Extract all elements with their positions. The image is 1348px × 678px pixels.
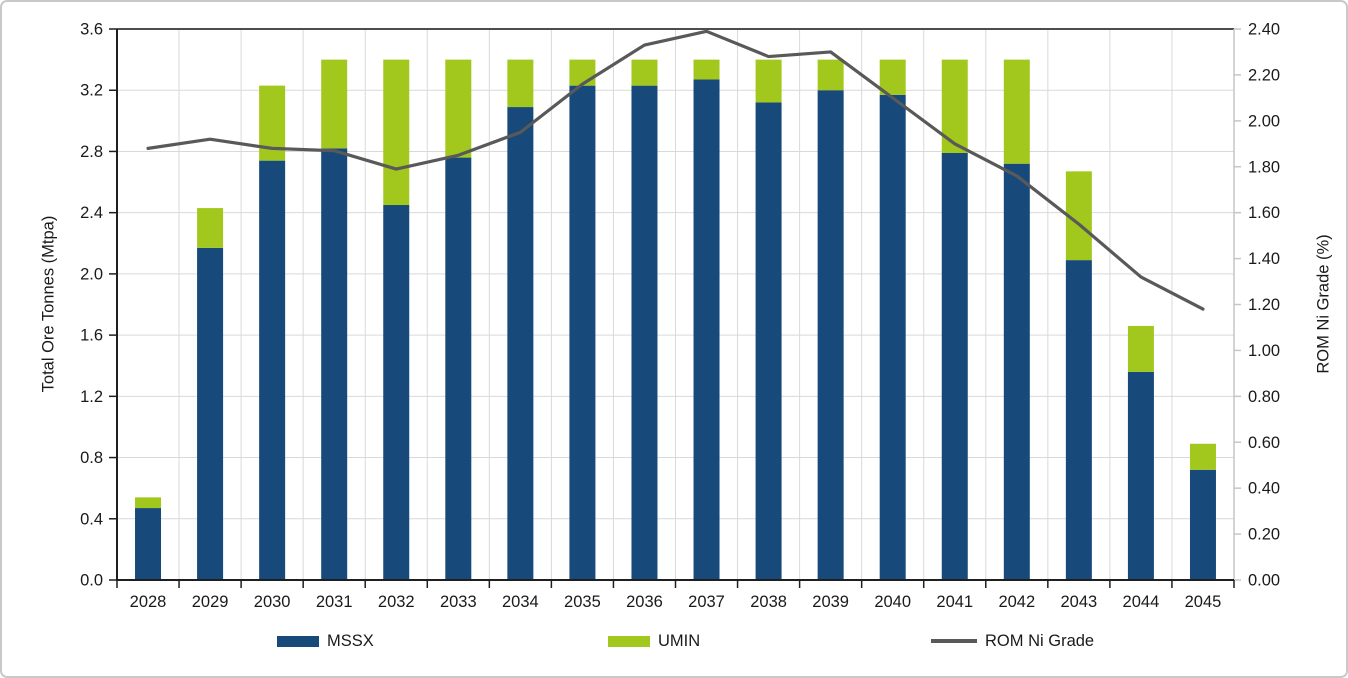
legend-item-umin[interactable]: UMIN xyxy=(608,632,700,650)
bar-mssx-2029[interactable] xyxy=(197,247,224,580)
x-axis-tick-label: 2036 xyxy=(626,593,663,611)
x-axis-tick-label: 2035 xyxy=(564,593,601,611)
bar-umin-2039[interactable] xyxy=(817,59,844,91)
x-axis-tick-label: 2043 xyxy=(1061,593,1098,611)
x-axis-tick-label: 2033 xyxy=(440,593,477,611)
right-axis-tick-label: 2.20 xyxy=(1248,66,1280,84)
x-axis-tick-label: 2037 xyxy=(688,593,725,611)
x-axis-tick-label: 2028 xyxy=(130,593,167,611)
left-axis-tick-label: 0.0 xyxy=(80,572,103,590)
right-axis-title: ROM Ni Grade (%) xyxy=(1314,234,1333,374)
left-axis-tick-label: 2.4 xyxy=(80,204,103,222)
bar-mssx-2032[interactable] xyxy=(383,205,410,580)
rom-ni-grade-line[interactable] xyxy=(146,29,1205,311)
left-axis-tick-label: 2.0 xyxy=(80,265,103,283)
umin-swatch-icon xyxy=(608,635,650,647)
left-axis-tick-label: 1.2 xyxy=(80,388,103,406)
bar-umin-2036[interactable] xyxy=(631,59,658,86)
x-axis-tick-label: 2039 xyxy=(812,593,849,611)
bar-mssx-2044[interactable] xyxy=(1127,371,1154,580)
bar-umin-2038[interactable] xyxy=(755,59,782,103)
right-axis-tick-label: 1.20 xyxy=(1248,296,1280,314)
bar-umin-2045[interactable] xyxy=(1189,443,1216,470)
bar-umin-2042[interactable] xyxy=(1003,59,1030,164)
right-axis-tick-label: 2.00 xyxy=(1248,112,1280,130)
rom-line-swatch-icon xyxy=(931,639,977,643)
bar-mssx-2040[interactable] xyxy=(879,94,906,580)
left-axis-tick-label: 3.6 xyxy=(80,21,103,39)
right-axis-tick-label: 1.00 xyxy=(1248,342,1280,360)
bar-umin-2028[interactable] xyxy=(135,497,162,509)
left-axis-title: Total Ore Tonnes (Mtpa) xyxy=(39,215,58,393)
x-axis-tick-label: 2032 xyxy=(378,593,415,611)
right-axis-tick-label: 0.80 xyxy=(1248,388,1280,406)
legend-item-rom-ni-grade[interactable]: ROM Ni Grade xyxy=(931,632,1094,650)
bar-mssx-2035[interactable] xyxy=(569,85,596,580)
bar-mssx-2031[interactable] xyxy=(321,148,348,580)
x-axis-tick-label: 2030 xyxy=(254,593,291,611)
x-axis-tick-label: 2042 xyxy=(998,593,1035,611)
legend-label-umin: UMIN xyxy=(658,632,701,650)
right-axis-tick-label: 0.40 xyxy=(1248,480,1280,498)
x-axis-tick-label: 2031 xyxy=(316,593,353,611)
right-axis-tick-label: 2.40 xyxy=(1248,21,1280,39)
left-axis-tick-label: 3.2 xyxy=(80,82,103,100)
bar-umin-2031[interactable] xyxy=(321,59,348,149)
left-axis-tick-label: 2.8 xyxy=(80,143,103,161)
x-axis-tick-label: 2029 xyxy=(192,593,229,611)
bar-mssx-2038[interactable] xyxy=(755,102,782,580)
bar-umin-2035[interactable] xyxy=(569,59,596,86)
left-axis-tick-label: 1.6 xyxy=(80,327,103,345)
right-axis-tick-label: 1.80 xyxy=(1248,158,1280,176)
right-axis-tick-label: 0.60 xyxy=(1248,434,1280,452)
bar-mssx-2041[interactable] xyxy=(941,152,968,580)
x-axis-tick-label: 2045 xyxy=(1185,593,1222,611)
bar-mssx-2043[interactable] xyxy=(1065,260,1092,580)
bar-umin-2040[interactable] xyxy=(879,59,906,95)
bar-umin-2032[interactable] xyxy=(383,59,410,206)
right-axis-tick-label: 1.60 xyxy=(1248,204,1280,222)
x-axis-tick-label: 2038 xyxy=(750,593,787,611)
bar-mssx-2042[interactable] xyxy=(1003,163,1030,580)
bar-umin-2034[interactable] xyxy=(507,59,534,108)
bar-umin-2029[interactable] xyxy=(197,208,224,248)
bar-mssx-2045[interactable] xyxy=(1189,469,1216,580)
legend-label-rom-ni-grade: ROM Ni Grade xyxy=(985,632,1095,650)
bar-umin-2037[interactable] xyxy=(693,59,720,80)
x-axis-tick-label: 2034 xyxy=(502,593,539,611)
bar-umin-2044[interactable] xyxy=(1127,325,1154,372)
legend-item-mssx[interactable]: MSSX xyxy=(277,632,374,650)
right-axis-tick-label: 0.20 xyxy=(1248,526,1280,544)
bar-umin-2033[interactable] xyxy=(445,59,472,158)
bar-mssx-2033[interactable] xyxy=(445,157,472,581)
right-axis-tick-label: 0.00 xyxy=(1248,572,1280,590)
bar-mssx-2030[interactable] xyxy=(259,160,286,580)
legend-label-mssx: MSSX xyxy=(327,632,374,650)
bar-mssx-2034[interactable] xyxy=(507,107,534,580)
x-axis-tick-label: 2044 xyxy=(1123,593,1160,611)
bar-mssx-2036[interactable] xyxy=(631,85,658,580)
left-axis-tick-label: 0.4 xyxy=(80,510,103,528)
right-axis-tick-label: 1.40 xyxy=(1248,250,1280,268)
x-axis-tick-label: 2041 xyxy=(936,593,973,611)
x-axis-tick-label: 2040 xyxy=(874,593,911,611)
bar-mssx-2037[interactable] xyxy=(693,79,720,580)
bar-mssx-2039[interactable] xyxy=(817,90,844,580)
bar-mssx-2028[interactable] xyxy=(135,508,162,580)
left-axis-tick-label: 0.8 xyxy=(80,449,103,467)
mssx-swatch-icon xyxy=(277,635,319,647)
